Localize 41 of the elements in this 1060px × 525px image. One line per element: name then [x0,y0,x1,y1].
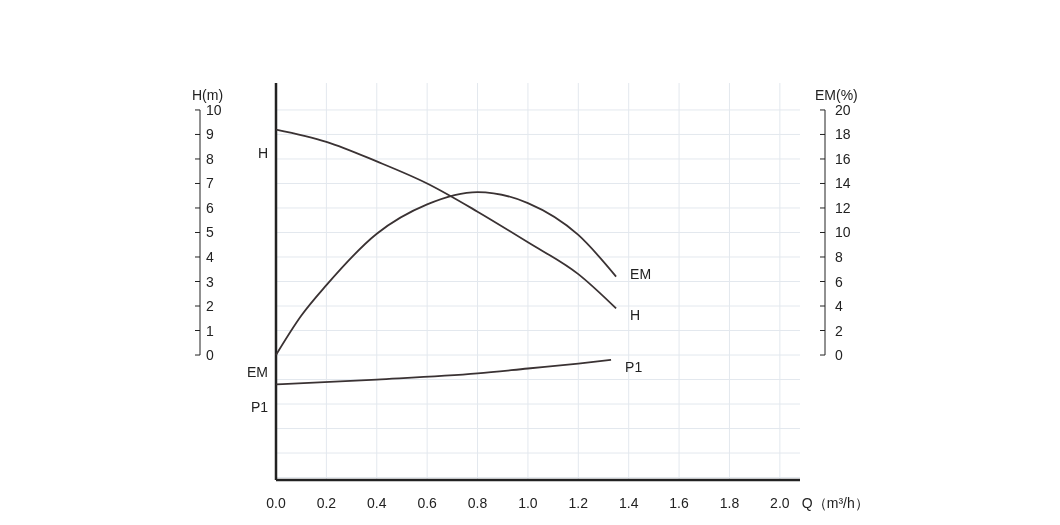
x-tick-label: 1.8 [719,495,740,511]
y2-tick-label: 2 [835,322,843,339]
series-label: H [630,307,641,324]
x-tick-label: 1.4 [618,495,639,511]
text: P1 [250,399,268,416]
x-tick-label: 0.8 [467,495,488,511]
y2-tick-label: 16 [835,150,851,167]
series-label: EM [247,364,268,381]
y-tick-label: 1 [206,322,214,339]
y-tick-label: 6 [206,199,214,216]
x-tick-label: 0.6 [417,495,438,511]
y2-tick-label: 4 [835,298,843,315]
y2-tick-label: 0 [835,347,843,364]
y-axis-title: H(m) [192,86,224,103]
y2-tick-label: 6 [835,273,843,290]
x-tick-label: 0.2 [316,495,337,511]
x-tick-label: 0.0 [266,495,286,511]
y2-tick-label: 8 [835,248,843,265]
text: H [257,144,268,161]
y-tick-label: 4 [206,248,214,265]
y2-tick-label: 10 [835,224,851,241]
y-tick-label: 7 [206,175,214,192]
x-tick-label: 1.0 [518,495,538,511]
x-axis-title: Q（m³/h） [801,495,869,511]
x-tick-label: 1.2 [568,495,589,511]
y-tick-label: 5 [206,224,214,241]
y2-tick-label: 18 [835,126,851,143]
y2-tick-label: 14 [835,175,851,192]
y-tick-label: 3 [206,273,214,290]
y-tick-label: 0 [206,347,214,364]
x-tick-label: 0.4 [367,495,387,511]
y2-tick-label: 12 [835,199,851,216]
y-tick-label: 8 [206,150,214,167]
text: EM [630,265,652,282]
y-tick-label: 9 [206,126,214,143]
line-series [275,359,612,386]
y-tick-label: 2 [206,298,214,315]
x-tick-label: 2.0 [770,495,790,511]
x-tick-label: 1.6 [669,495,690,511]
series-label: P1 [625,358,643,375]
y2-axis-title: EM(%) [815,86,858,103]
